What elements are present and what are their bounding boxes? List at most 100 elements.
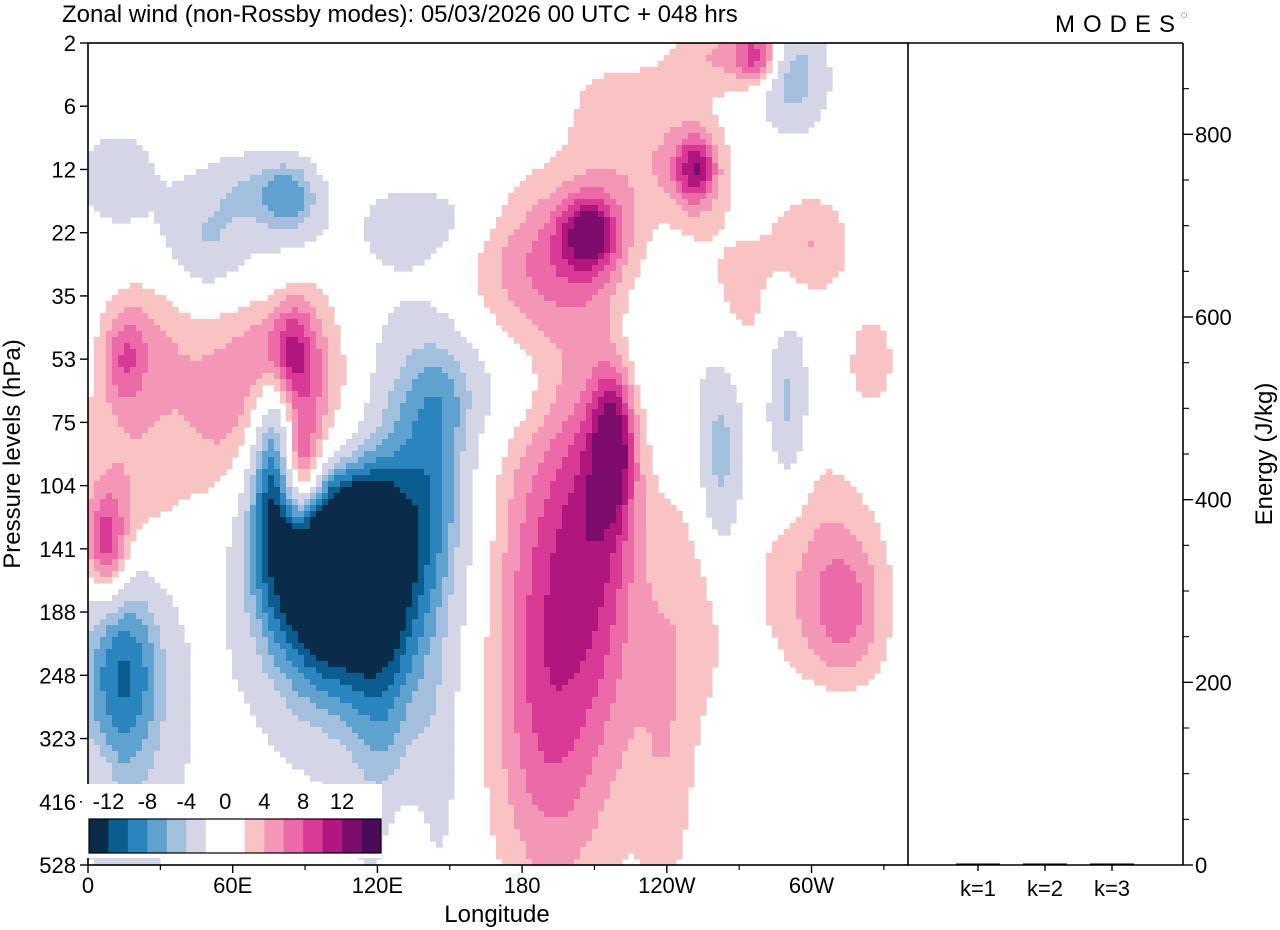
heatmap-cell <box>616 409 623 416</box>
heatmap-cell <box>418 475 425 482</box>
heatmap-cell <box>466 397 473 404</box>
heatmap-cell <box>532 277 539 284</box>
heatmap-cell <box>202 367 209 374</box>
heatmap-cell <box>376 451 383 458</box>
heatmap-cell <box>676 61 683 68</box>
heatmap-cell <box>370 427 377 434</box>
heatmap-cell <box>310 313 317 320</box>
heatmap-cell <box>454 379 461 386</box>
heatmap-cell <box>562 481 569 488</box>
heatmap-cell <box>292 397 299 404</box>
heatmap-cell <box>574 373 581 380</box>
heatmap-cell <box>808 265 815 272</box>
heatmap-cell <box>346 457 353 464</box>
heatmap-cell <box>238 325 245 332</box>
heatmap-cell <box>658 85 665 92</box>
heatmap-cell <box>124 361 131 368</box>
heatmap-cell <box>796 355 803 362</box>
heatmap-cell <box>610 355 617 362</box>
heatmap-cell <box>664 85 671 92</box>
heatmap-cell <box>556 169 563 176</box>
heatmap-cell <box>250 181 257 188</box>
heatmap-cell <box>370 421 377 428</box>
heatmap-cell <box>562 301 569 308</box>
heatmap-cell <box>772 259 779 266</box>
heatmap-cell <box>628 409 635 416</box>
heatmap-cell <box>418 391 425 398</box>
heatmap-cell <box>496 217 503 224</box>
heatmap-cell <box>568 373 575 380</box>
heatmap-cell <box>100 361 107 368</box>
heatmap-cell <box>670 61 677 68</box>
heatmap-cell <box>268 223 275 230</box>
heatmap-cell <box>382 247 389 254</box>
heatmap-cell <box>220 235 227 242</box>
heatmap-cell <box>424 319 431 326</box>
heatmap-cell <box>718 373 725 380</box>
heatmap-cell <box>706 409 713 416</box>
heatmap-cell <box>880 379 887 386</box>
heatmap-cell <box>232 433 239 440</box>
heatmap-cell <box>220 421 227 428</box>
heatmap-cell <box>406 265 413 272</box>
heatmap-cell <box>790 85 797 92</box>
heatmap-cell <box>232 361 239 368</box>
heatmap-cell <box>874 391 881 398</box>
heatmap-cell <box>616 217 623 224</box>
heatmap-cell <box>646 151 653 158</box>
heatmap-cell <box>604 163 611 170</box>
heatmap-cell <box>598 331 605 338</box>
heatmap-cell <box>136 451 143 458</box>
heatmap-cell <box>394 331 401 338</box>
heatmap-cell <box>448 205 455 212</box>
heatmap-cell <box>628 241 635 248</box>
heatmap-cell <box>712 385 719 392</box>
heatmap-cell <box>436 211 443 218</box>
heatmap-cell <box>814 247 821 254</box>
heatmap-cell <box>784 367 791 374</box>
heatmap-cell <box>460 337 467 344</box>
heatmap-cell <box>568 157 575 164</box>
heatmap-cell <box>220 229 227 236</box>
heatmap-cell <box>202 451 209 458</box>
heatmap-cell <box>142 439 149 446</box>
heatmap-cell <box>124 319 131 326</box>
heatmap-cell <box>304 157 311 164</box>
heatmap-cell <box>100 331 107 338</box>
heatmap-cell <box>238 175 245 182</box>
heatmap-cell <box>556 415 563 422</box>
heatmap-cell <box>658 121 665 128</box>
heatmap-cell <box>274 379 281 386</box>
heatmap-cell <box>88 157 95 164</box>
heatmap-cell <box>244 193 251 200</box>
heatmap-cell <box>442 451 449 458</box>
heatmap-cell <box>622 445 629 452</box>
heatmap-cell <box>508 247 515 254</box>
heatmap-cell <box>172 217 179 224</box>
heatmap-cell <box>220 157 227 164</box>
heatmap-cell <box>592 169 599 176</box>
heatmap-cell <box>166 217 173 224</box>
heatmap-cell <box>568 127 575 134</box>
heatmap-cell <box>586 133 593 140</box>
heatmap-cell <box>250 463 257 470</box>
heatmap-cell <box>586 343 593 350</box>
heatmap-cell <box>502 205 509 212</box>
heatmap-cell <box>220 463 227 470</box>
heatmap-cell <box>382 481 389 488</box>
heatmap-cell <box>430 373 437 380</box>
heatmap-cell <box>514 457 521 464</box>
heatmap-cell <box>724 193 731 200</box>
heatmap-cell <box>712 163 719 170</box>
heatmap-cell <box>298 241 305 248</box>
heatmap-cell <box>742 277 749 284</box>
heatmap-cell <box>184 433 191 440</box>
heatmap-cell <box>136 187 143 194</box>
heatmap-cell <box>664 205 671 212</box>
heatmap-cell <box>442 403 449 410</box>
heatmap-cell <box>160 397 167 404</box>
heatmap-cell <box>496 289 503 296</box>
heatmap-cell <box>712 199 719 206</box>
heatmap-cell <box>250 451 257 458</box>
